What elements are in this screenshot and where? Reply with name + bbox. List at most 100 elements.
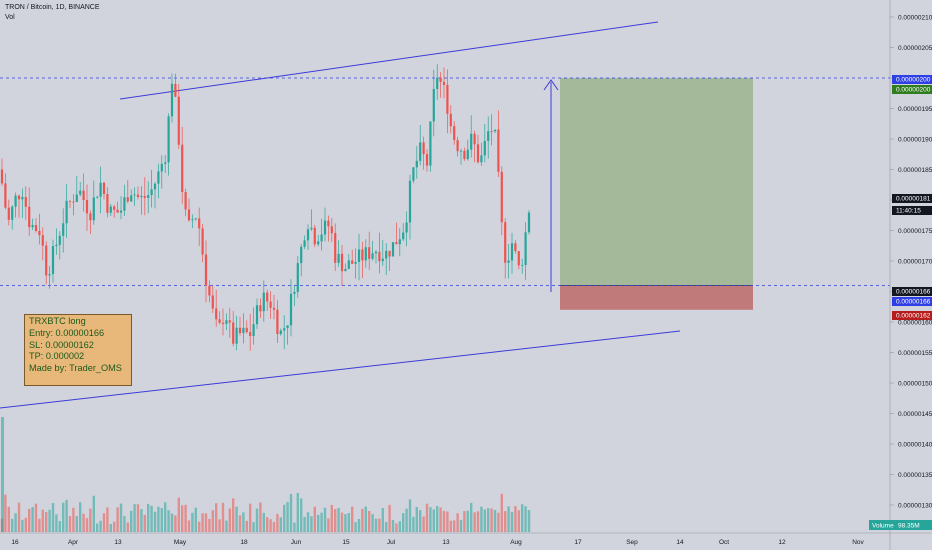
- volume-bar: [521, 504, 524, 532]
- volume-bar: [204, 513, 208, 532]
- volume-bar: [449, 520, 452, 532]
- candle-body: [126, 197, 129, 202]
- y-tick-label: 0.00000160: [898, 319, 932, 326]
- candle-body: [204, 254, 208, 286]
- volume-bar: [398, 521, 401, 532]
- y-tick-label: 0.00000190: [898, 136, 932, 143]
- candle-body: [415, 160, 418, 168]
- volume-bar: [429, 507, 432, 532]
- candle-body: [89, 213, 92, 221]
- candle-body: [41, 235, 44, 246]
- volume-bar: [272, 521, 276, 532]
- volume-bar: [415, 507, 418, 532]
- candle-body: [476, 144, 480, 163]
- volume-bar: [65, 499, 68, 532]
- entry-price-tag: 0.00000166: [896, 289, 931, 296]
- volume-bar: [123, 516, 126, 532]
- volume-bar: [303, 516, 306, 532]
- candle-body: [323, 220, 327, 235]
- volume-bar: [340, 512, 344, 532]
- candle-body: [0, 169, 4, 184]
- volume-bar: [99, 520, 102, 532]
- candle-body: [466, 149, 469, 160]
- candle-body: [446, 84, 449, 114]
- candle-body: [306, 229, 310, 241]
- candle-body: [150, 189, 153, 196]
- volume-bar: [378, 518, 381, 532]
- volume-bar: [425, 503, 429, 532]
- volume-bar: [388, 504, 391, 532]
- volume-bar: [157, 506, 160, 532]
- countdown-tag-bg: [892, 206, 932, 215]
- candle-body: [405, 222, 408, 233]
- volume-bar: [164, 502, 167, 532]
- volume-bar: [466, 510, 469, 532]
- last-price-tag: 0.00000181: [896, 196, 931, 203]
- y-tick-label: 0.00000130: [898, 502, 932, 509]
- volume-bar: [490, 508, 493, 532]
- volume-bar: [252, 522, 255, 532]
- y-tick-label: 0.00000175: [898, 228, 932, 235]
- x-tick-label: 16: [11, 539, 19, 546]
- candle-body: [524, 232, 527, 265]
- candle-body: [143, 195, 146, 198]
- stop-price-tag: 0.00000162: [896, 313, 931, 320]
- candle-body: [65, 200, 68, 224]
- candle-body: [235, 327, 238, 344]
- candle-body: [388, 250, 391, 257]
- x-tick-label: 18: [240, 539, 248, 546]
- candle-body: [453, 126, 456, 141]
- volume-bar: [497, 512, 500, 532]
- candle-body: [276, 309, 279, 335]
- candle-body: [11, 206, 14, 220]
- candle-body: [167, 116, 170, 163]
- volume-bar: [191, 512, 194, 532]
- volume-bar: [296, 493, 299, 532]
- volume-bar: [405, 508, 408, 532]
- y-tick-label: 0.00000210: [898, 14, 932, 21]
- tp-price-tag-bg: [892, 75, 932, 84]
- y-tick-label: 0.00000135: [898, 472, 932, 479]
- volume-bar: [422, 516, 425, 532]
- candle-body: [442, 81, 446, 85]
- candle-body: [378, 251, 381, 262]
- candle-body: [238, 327, 242, 334]
- volume-bar: [364, 506, 367, 532]
- volume-bar: [55, 514, 58, 532]
- volume-bar: [48, 509, 51, 532]
- volume-bar: [313, 506, 316, 532]
- volume-bar: [266, 517, 269, 532]
- volume-bar: [374, 518, 378, 532]
- volume-bar: [109, 523, 112, 532]
- candle-body: [527, 212, 531, 233]
- candle-body: [283, 328, 286, 331]
- candle-body: [72, 201, 75, 203]
- volume-bar: [174, 515, 177, 532]
- plot-area: [0, 0, 890, 533]
- trade-note[interactable]: TRXBTC long Entry: 0.00000166 SL: 0.0000…: [24, 314, 132, 386]
- stop-zone: [560, 285, 753, 310]
- volume-bar: [323, 507, 327, 532]
- volume-bar: [327, 518, 330, 532]
- candle-body: [286, 325, 289, 329]
- candle-body: [133, 194, 136, 196]
- channel-lower-line: [0, 330, 681, 409]
- volume-bar: [504, 511, 507, 532]
- volume-bar: [419, 510, 422, 532]
- volume-bar: [181, 505, 184, 532]
- volume-bar: [24, 517, 27, 532]
- channel-upper-line: [119, 21, 659, 100]
- candle-body: [402, 232, 405, 240]
- volume-bar: [507, 506, 510, 532]
- y-tick-label: 0.00000195: [898, 106, 932, 113]
- volume-bar: [317, 514, 320, 532]
- candle-body: [507, 260, 510, 263]
- candle-body: [303, 240, 306, 247]
- volume-bar: [347, 513, 350, 532]
- volume-bar: [473, 512, 476, 532]
- candle-body: [296, 263, 299, 292]
- volume-bar: [208, 518, 211, 532]
- candle-body: [490, 131, 493, 133]
